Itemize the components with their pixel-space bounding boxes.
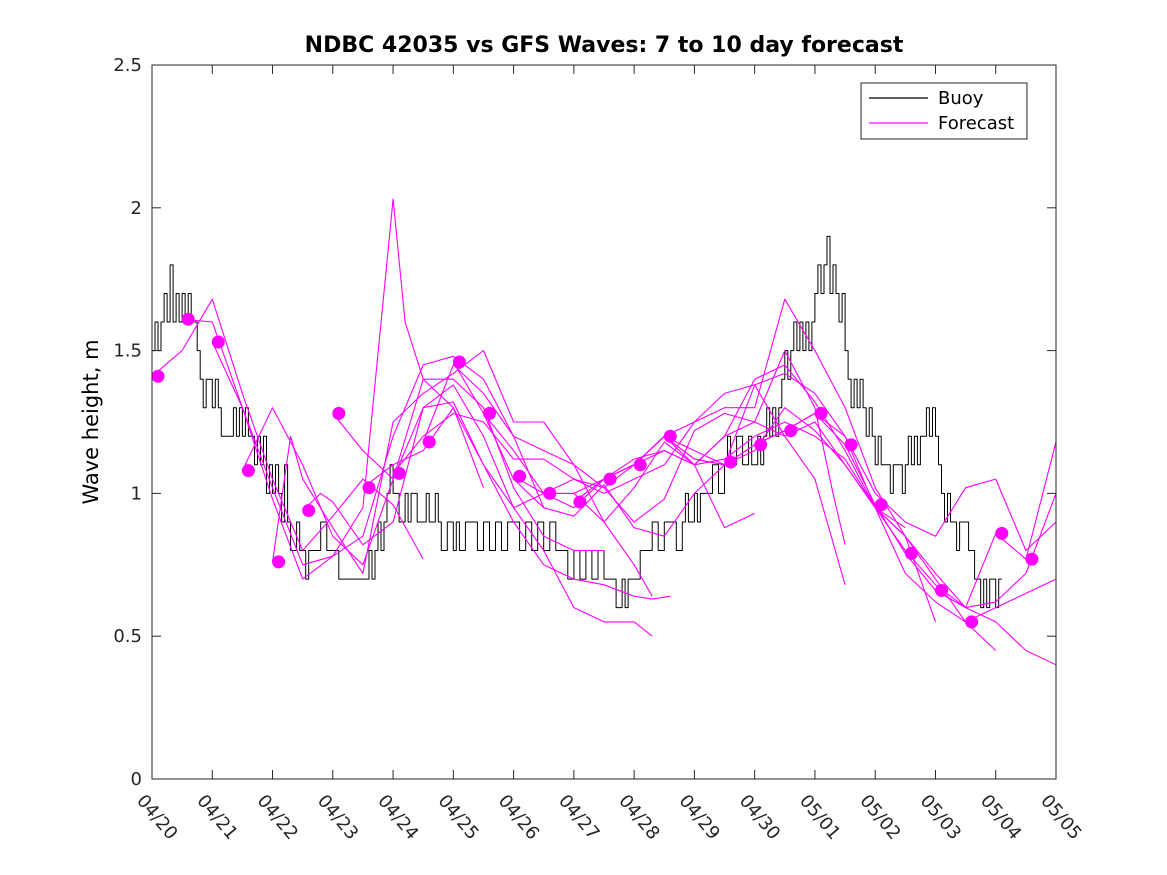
forecast-start-marker-10 (452, 355, 466, 369)
x-tick-label-8: 04/28 (614, 791, 663, 844)
x-tick-label-11: 05/01 (795, 791, 844, 844)
forecast-start-marker-27 (995, 526, 1009, 540)
y-tick-label-3: 1.5 (113, 341, 142, 362)
forecast-series-line-11 (452, 361, 906, 537)
y-tick-label-2: 1 (131, 483, 142, 504)
legend-label-buoy: Buoy (938, 88, 984, 109)
forecast-series-line-7 (332, 401, 671, 600)
legend-box (860, 82, 1028, 140)
forecast-start-marker-19 (754, 438, 768, 452)
forecast-start-marker-9 (422, 435, 436, 449)
x-tick-label-15: 05/05 (1036, 791, 1085, 844)
forecast-series-line-3 (211, 341, 545, 580)
buoy-series-line (152, 235, 1002, 609)
forecast-start-marker-12 (513, 469, 527, 483)
forecast-series-line-18 (663, 412, 1056, 609)
y-axis-label: Wave height, m (79, 339, 103, 504)
forecast-start-marker-24 (904, 546, 918, 560)
forecast-start-marker-1 (181, 312, 195, 326)
series-layer (152, 198, 1056, 666)
forecast-start-marker-4 (272, 555, 286, 569)
forecast-start-marker-28 (1025, 552, 1039, 566)
forecast-series-line-4 (241, 378, 604, 566)
forecast-start-marker-20 (784, 424, 798, 438)
forecast-series-line-2 (182, 198, 485, 566)
plot-frame (151, 64, 1057, 780)
forecast-start-marker-23 (874, 498, 888, 512)
forecast-series-line-16 (603, 421, 1056, 623)
x-tick-label-9: 04/29 (675, 791, 724, 844)
x-tick-label-0: 04/20 (132, 791, 181, 844)
y-tick-label-4: 2 (131, 198, 142, 219)
forecast-start-marker-16 (633, 458, 647, 472)
x-tick-label-6: 04/26 (494, 791, 543, 844)
forecast-series-line-17 (633, 412, 1056, 552)
forecast-start-marker-22 (844, 438, 858, 452)
forecast-series-line-6 (302, 384, 653, 637)
x-tick-label-14: 05/04 (976, 791, 1025, 844)
forecast-start-marker-15 (603, 472, 617, 486)
legend: Buoy Forecast (860, 82, 1028, 140)
forecast-series-line-10 (422, 350, 846, 545)
axes (151, 64, 1057, 780)
tick-labels: 04/20 04/21 04/22 04/23 04/24 04/25 04/26 04/27… (113, 55, 1085, 844)
forecast-start-marker-8 (392, 466, 406, 480)
x-tick-label-10: 04/30 (735, 791, 784, 844)
x-tick-label-7: 04/27 (554, 791, 603, 844)
x-tick-label-12: 05/02 (855, 791, 904, 844)
forecast-start-marker-11 (483, 406, 496, 420)
x-tick-label-1: 04/21 (192, 791, 241, 844)
forecast-start-marker-0 (151, 369, 165, 383)
y-tick-label-1: 0.5 (113, 626, 142, 647)
forecast-series-line-13 (513, 364, 997, 651)
forecast-series-line-12 (483, 298, 937, 623)
x-tick-label-3: 04/23 (313, 791, 362, 844)
marker-layer (151, 312, 1039, 629)
forecast-start-marker-13 (543, 486, 557, 500)
forecast-start-marker-14 (573, 495, 587, 509)
legend-label-forecast: Forecast (938, 113, 1014, 134)
chart-title: NDBC 42035 vs GFS Waves: 7 to 10 day for… (305, 33, 904, 58)
forecast-series-line-1 (152, 298, 424, 560)
forecast-start-marker-18 (724, 455, 738, 469)
forecast-start-marker-26 (965, 615, 979, 629)
y-tick-label-5: 2.5 (113, 55, 142, 76)
x-tick-label-13: 05/03 (916, 791, 965, 844)
forecast-series-line-5 (271, 350, 653, 597)
y-tick-label-0: 0 (131, 769, 142, 790)
x-tick-label-2: 04/22 (253, 791, 302, 844)
forecast-series-line-14 (543, 421, 1056, 609)
forecast-start-marker-21 (814, 406, 828, 420)
forecast-series-line-9 (392, 384, 846, 585)
forecast-start-marker-6 (332, 406, 346, 420)
forecast-series-line-15 (573, 407, 1056, 666)
forecast-start-marker-17 (663, 429, 677, 443)
forecast-start-marker-25 (935, 584, 948, 597)
forecast-start-marker-7 (362, 481, 376, 495)
x-tick-label-4: 04/24 (373, 791, 422, 844)
forecast-start-marker-5 (302, 504, 316, 517)
forecast-start-marker-2 (211, 335, 225, 349)
forecast-series-line-8 (362, 407, 755, 529)
forecast-start-marker-3 (241, 464, 255, 478)
x-tick-label-5: 04/25 (434, 791, 483, 844)
